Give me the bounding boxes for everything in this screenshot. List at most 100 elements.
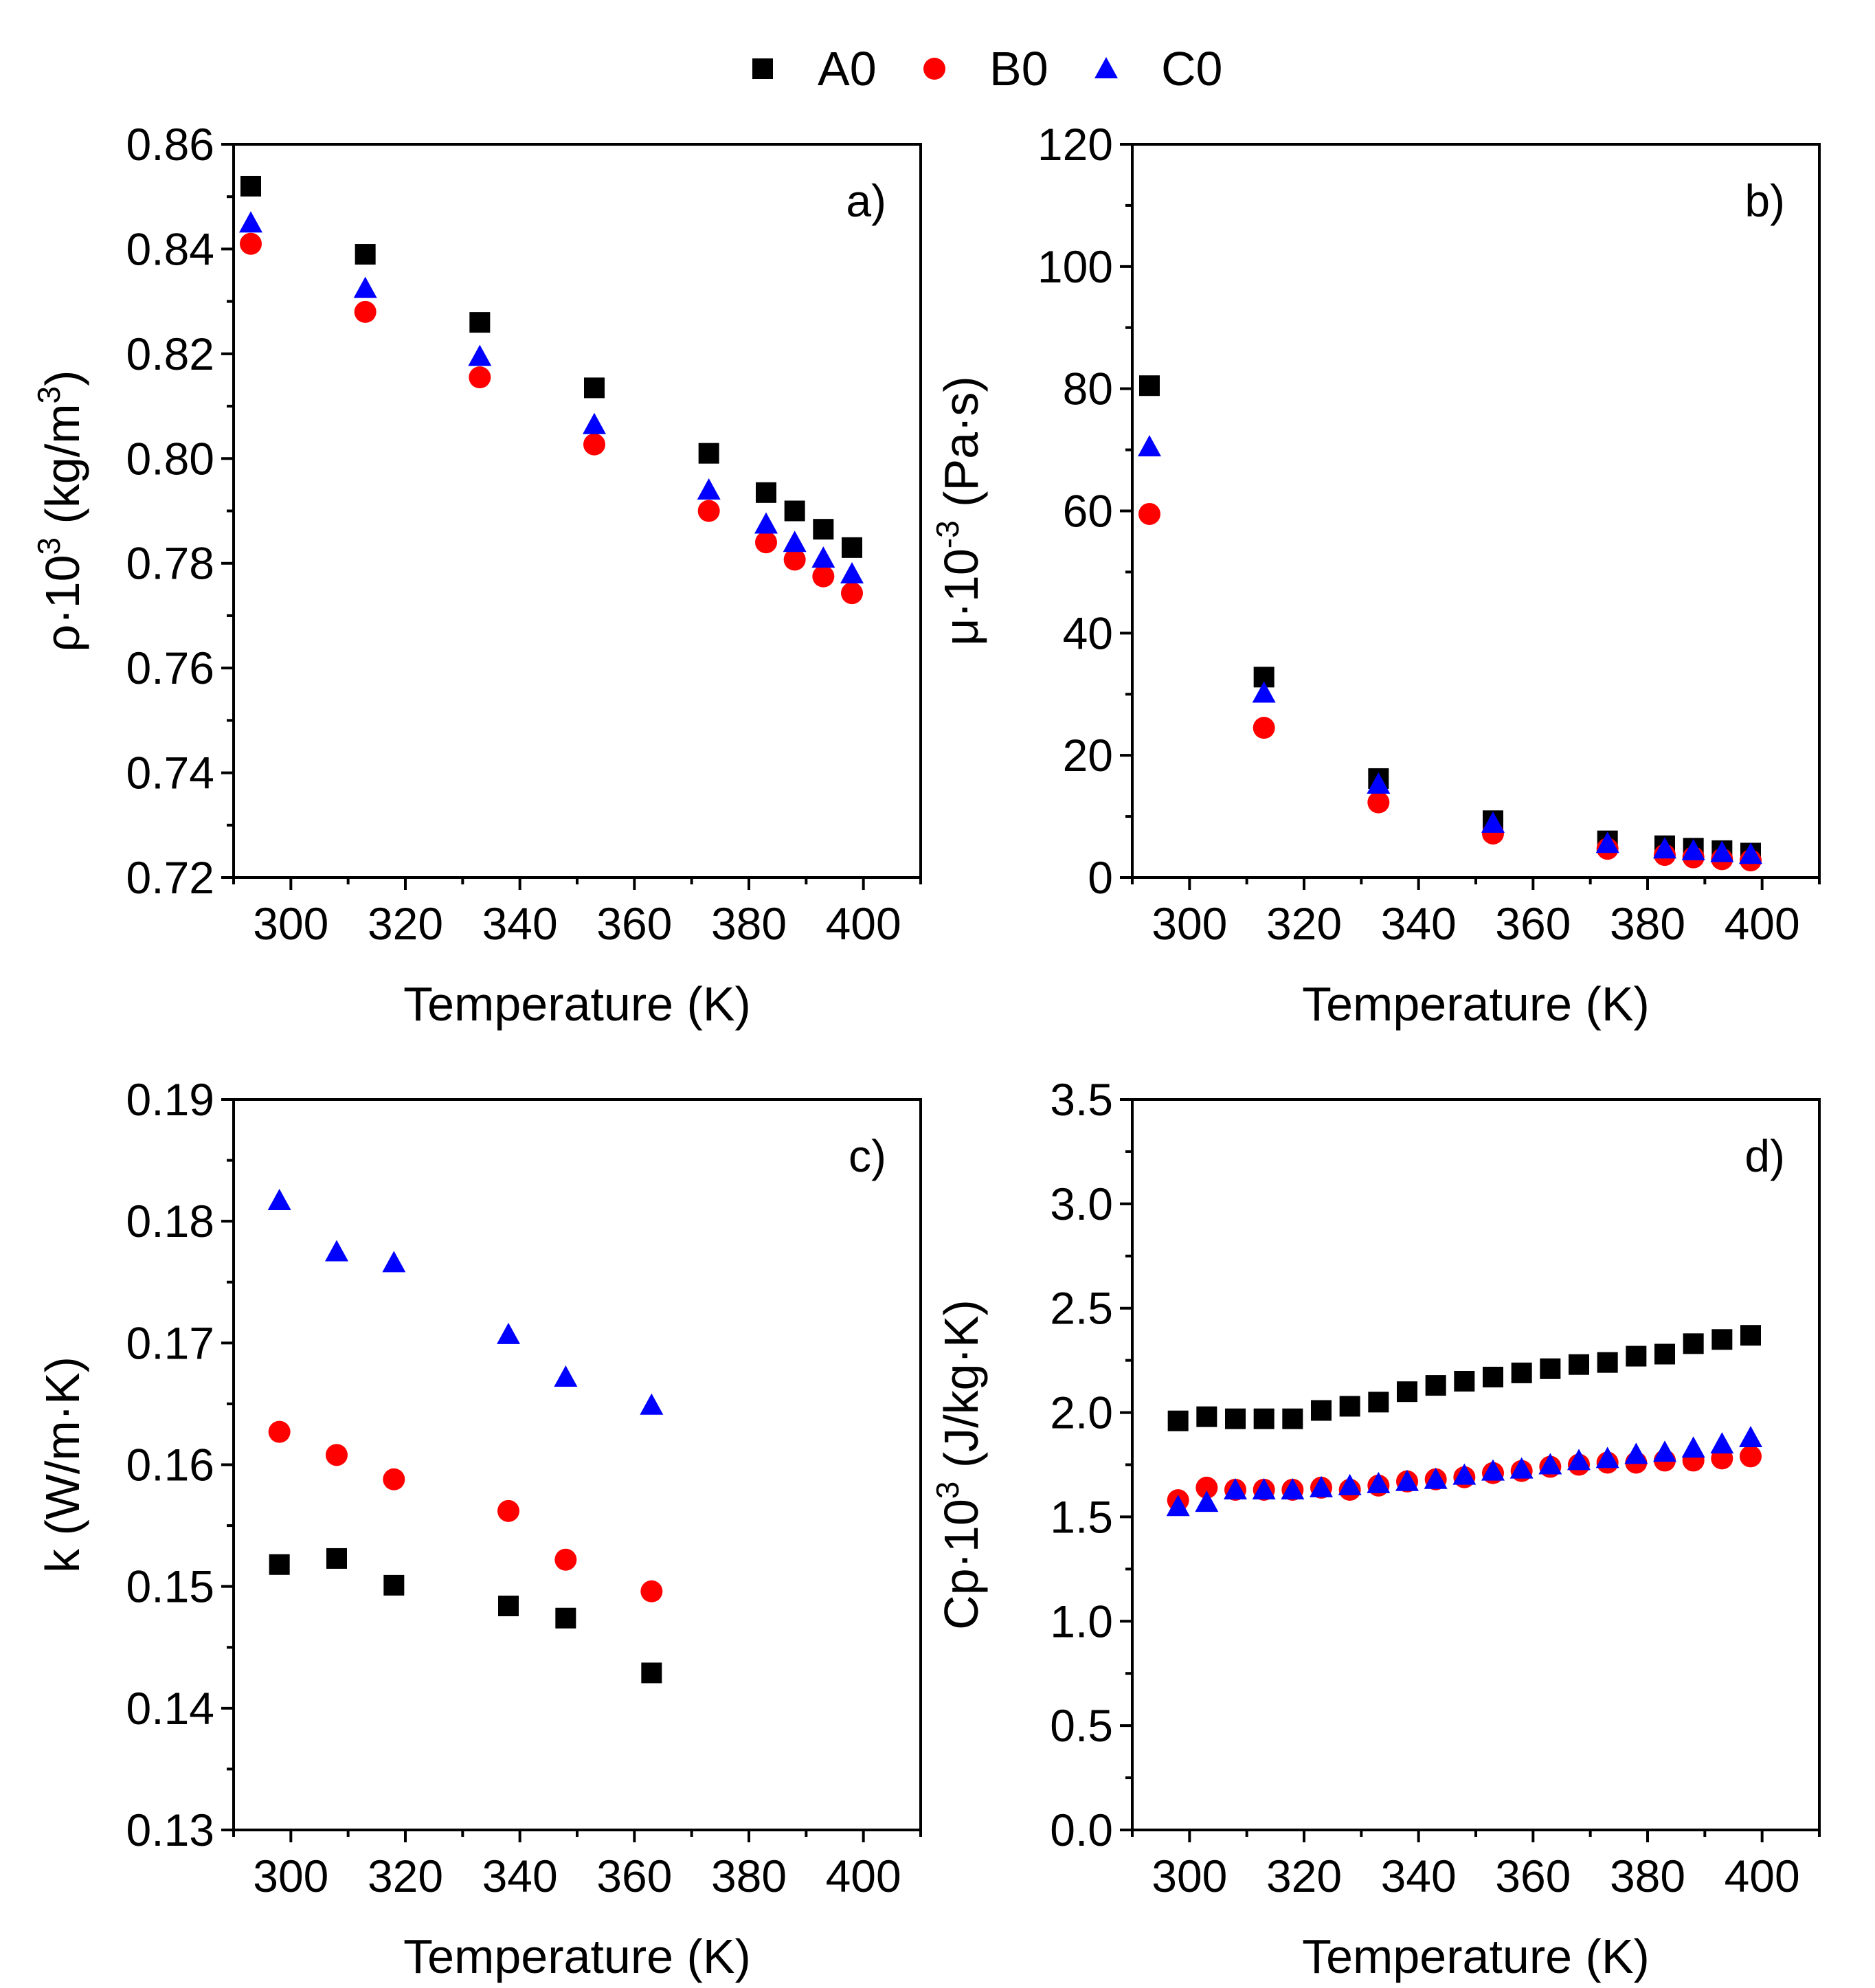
data-point-a0	[1368, 1392, 1389, 1413]
y-axis-title: k (W/m·K)	[36, 1356, 89, 1573]
panel-c: 300 320 340 360 380 400 0.13 0.14 0.15 0.16 0.17 0.…	[36, 1074, 922, 1983]
panel-d: 300 320 340 360 380 400 0.0 0.5 1.0 1.5 2.0 2.5 3.0 3…	[930, 1074, 1821, 1983]
data-point-c0	[382, 1251, 406, 1273]
data-point-c0	[1595, 831, 1619, 853]
data-point-c0	[554, 1365, 578, 1387]
data-point-b0	[354, 300, 377, 323]
x-tick-label: 360	[596, 898, 672, 949]
data-point-b0	[783, 548, 806, 571]
panel-label: a)	[846, 175, 886, 226]
data-point-c0	[1653, 837, 1676, 859]
data-point-a0	[555, 1607, 576, 1629]
panel-label: b)	[1744, 175, 1785, 226]
y-tick-label: 0.82	[126, 328, 214, 379]
y-tick-label: 0.80	[126, 433, 214, 484]
x-tick-label: 340	[482, 898, 558, 949]
y-tick-label: 0.19	[126, 1074, 214, 1125]
data-point-c0	[1595, 1447, 1619, 1468]
series-c0	[267, 1189, 664, 1415]
data-point-c0	[1481, 1459, 1505, 1481]
data-point-a0	[756, 482, 776, 503]
x-tick-label: 400	[1725, 898, 1800, 949]
data-point-c0	[1710, 1432, 1734, 1454]
data-point-b0	[841, 582, 863, 605]
data-point-c0	[1452, 1463, 1477, 1485]
data-point-a0	[1397, 1381, 1417, 1403]
y-tick-label: 20	[1063, 730, 1113, 781]
data-point-a0	[240, 175, 261, 197]
y-tick-label: 0.78	[126, 538, 214, 589]
panel-label: c)	[849, 1130, 886, 1181]
y-tick-label: 0.86	[126, 119, 214, 170]
data-point-a0	[1654, 1343, 1675, 1365]
y-tick-label: 100	[1037, 241, 1113, 292]
data-point-b0	[383, 1468, 405, 1490]
y-tick-label: 0.0	[1050, 1805, 1113, 1855]
x-tick-label: 320	[368, 1851, 443, 1901]
data-point-a0	[1626, 1345, 1647, 1367]
legend-label-a0: A0	[818, 42, 877, 96]
data-point-a0	[1483, 1366, 1503, 1387]
x-tick-label: 380	[711, 1851, 787, 1901]
data-point-c0	[783, 530, 807, 552]
y-tick-label: 0.17	[126, 1317, 214, 1368]
data-point-a0	[1339, 1396, 1360, 1417]
y-tick-label: 80	[1063, 364, 1113, 414]
series-c0	[1166, 1426, 1762, 1517]
x-axis-title: Temperature (K)	[1302, 977, 1650, 1031]
data-point-a0	[1597, 1352, 1618, 1373]
legend-marker-b0	[923, 58, 945, 80]
data-point-c0	[1281, 1477, 1305, 1499]
data-point-a0	[641, 1662, 662, 1684]
data-point-c0	[1653, 1440, 1676, 1462]
x-tick-label: 320	[1266, 1851, 1342, 1901]
data-point-c0	[1395, 1469, 1419, 1491]
data-point-b0	[497, 1499, 519, 1522]
data-point-a0	[784, 500, 805, 522]
panels: 300 320 340 360 380 4000.720.740.760.780.800.…	[31, 119, 1821, 1983]
legend-marker-a0	[752, 58, 773, 79]
y-axis-title: Cp·103 (J/kg·K)	[930, 1299, 988, 1630]
data-point-c0	[1224, 1477, 1247, 1499]
panel-label: d)	[1744, 1130, 1785, 1181]
data-point-c0	[640, 1393, 664, 1415]
x-tick-label: 360	[1495, 1851, 1571, 1901]
data-point-a0	[469, 312, 491, 333]
data-point-a0	[1540, 1358, 1561, 1379]
data-point-c0	[1338, 1473, 1362, 1495]
y-tick-label: 0.13	[126, 1805, 214, 1855]
series-b0	[240, 232, 863, 605]
data-point-a0	[326, 1548, 347, 1569]
data-point-b0	[240, 232, 262, 255]
data-point-b0	[640, 1580, 663, 1602]
data-point-b0	[1367, 791, 1390, 814]
data-point-b0	[1253, 717, 1275, 739]
x-tick-label: 300	[253, 898, 328, 949]
legend: A0 B0 C0	[752, 42, 1222, 96]
legend-marker-c0	[1094, 57, 1118, 78]
data-point-c0	[1138, 435, 1161, 457]
x-tick-label: 300	[1152, 898, 1227, 949]
y-tick-label: 0.18	[126, 1196, 214, 1247]
data-point-b0	[1138, 502, 1160, 525]
y-axis-title: ρ·103 (kg/m3)	[31, 370, 89, 652]
data-point-a0	[842, 537, 862, 558]
data-point-c0	[754, 512, 778, 534]
x-tick-label: 340	[482, 1851, 558, 1901]
x-axis-title: Temperature (K)	[1302, 1930, 1650, 1983]
data-point-a0	[1425, 1375, 1446, 1396]
y-tick-label: 1.5	[1050, 1491, 1113, 1542]
data-point-c0	[1681, 838, 1705, 860]
x-tick-label: 340	[1381, 1851, 1457, 1901]
data-point-c0	[267, 1189, 291, 1211]
y-tick-label: 0.15	[126, 1561, 214, 1612]
x-tick-label: 320	[368, 898, 443, 949]
data-point-c0	[1509, 1457, 1534, 1479]
panel-b: 300 320 340 360 380 400 0 20 40 60 80 100 120 Tempera…	[930, 119, 1821, 1031]
data-point-a0	[1454, 1371, 1475, 1392]
legend-item-c0: C0	[1094, 42, 1222, 96]
x-tick-label: 400	[1725, 1851, 1800, 1901]
data-point-c0	[811, 546, 835, 568]
legend-item-a0: A0	[752, 42, 877, 96]
